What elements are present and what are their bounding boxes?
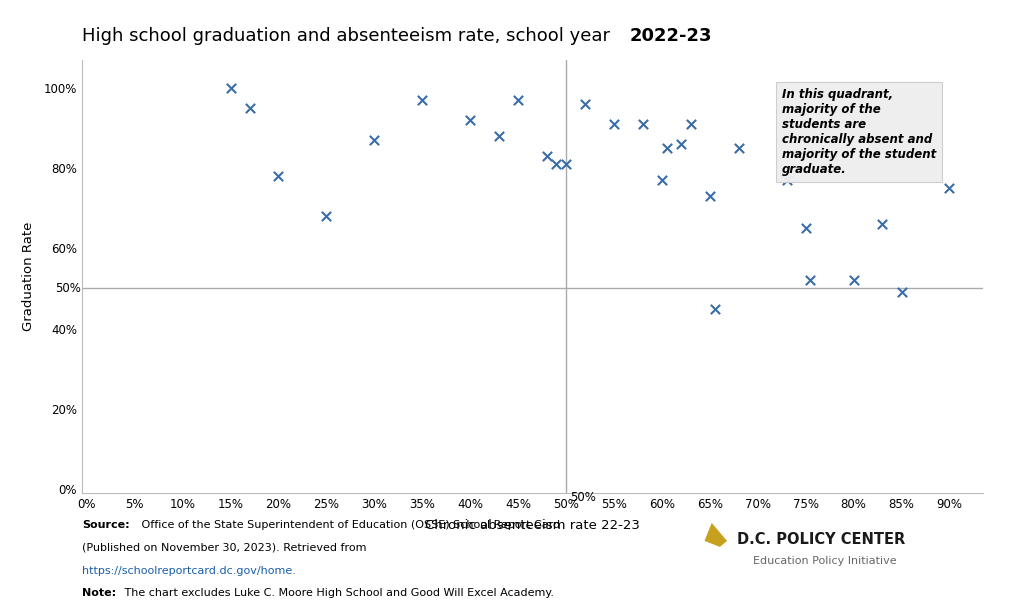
Point [874,219,891,229]
Point [242,103,258,113]
Point [577,99,593,109]
Y-axis label: Graduation Rate: Graduation Rate [23,222,36,331]
Point [558,159,574,169]
Text: (Published on November 30, 2023). Retrieved from: (Published on November 30, 2023). Retrie… [82,543,367,553]
Point [270,171,287,181]
Point [846,276,862,285]
Point [798,224,814,233]
Point [658,144,675,153]
Text: 2022-23: 2022-23 [630,27,713,45]
Text: Note:: Note: [82,588,116,599]
Point [462,115,478,125]
Text: The chart excludes Luke C. Moore High School and Good Will Excel Academy.: The chart excludes Luke C. Moore High Sc… [121,588,554,599]
Point [941,183,957,193]
Point [673,139,689,149]
Text: Education Policy Initiative: Education Policy Initiative [753,556,896,566]
Point [778,175,795,185]
Point [539,151,555,161]
Point [707,304,723,313]
X-axis label: Chronic absenteeism rate 22-23: Chronic absenteeism rate 22-23 [425,519,640,532]
Point [682,120,698,129]
Point [606,120,623,129]
Point [510,96,526,105]
Text: 50%: 50% [55,282,81,295]
Point [318,212,335,221]
Text: 50%: 50% [570,491,596,504]
Point [730,144,746,153]
Text: Office of the State Superintendent of Education (OSSE) School Report Card: Office of the State Superintendent of Ed… [138,520,560,530]
Text: High school graduation and absenteeism rate, school year: High school graduation and absenteeism r… [82,27,615,45]
Text: Source:: Source: [82,520,130,530]
Point [548,159,564,169]
Point [414,96,430,105]
Text: D.C. POLICY CENTER: D.C. POLICY CENTER [737,532,905,547]
Point [826,151,843,161]
Point [802,276,818,285]
Text: In this quadrant,
majority of the
students are
chronically absent and
majority o: In this quadrant, majority of the studen… [781,88,936,176]
Point [635,120,651,129]
Point [653,175,670,185]
Point [490,132,507,141]
Text: https://schoolreportcard.dc.gov/home.: https://schoolreportcard.dc.gov/home. [82,566,296,576]
Point [222,84,239,93]
Point [893,288,909,297]
Point [367,135,383,145]
Point [701,192,718,201]
